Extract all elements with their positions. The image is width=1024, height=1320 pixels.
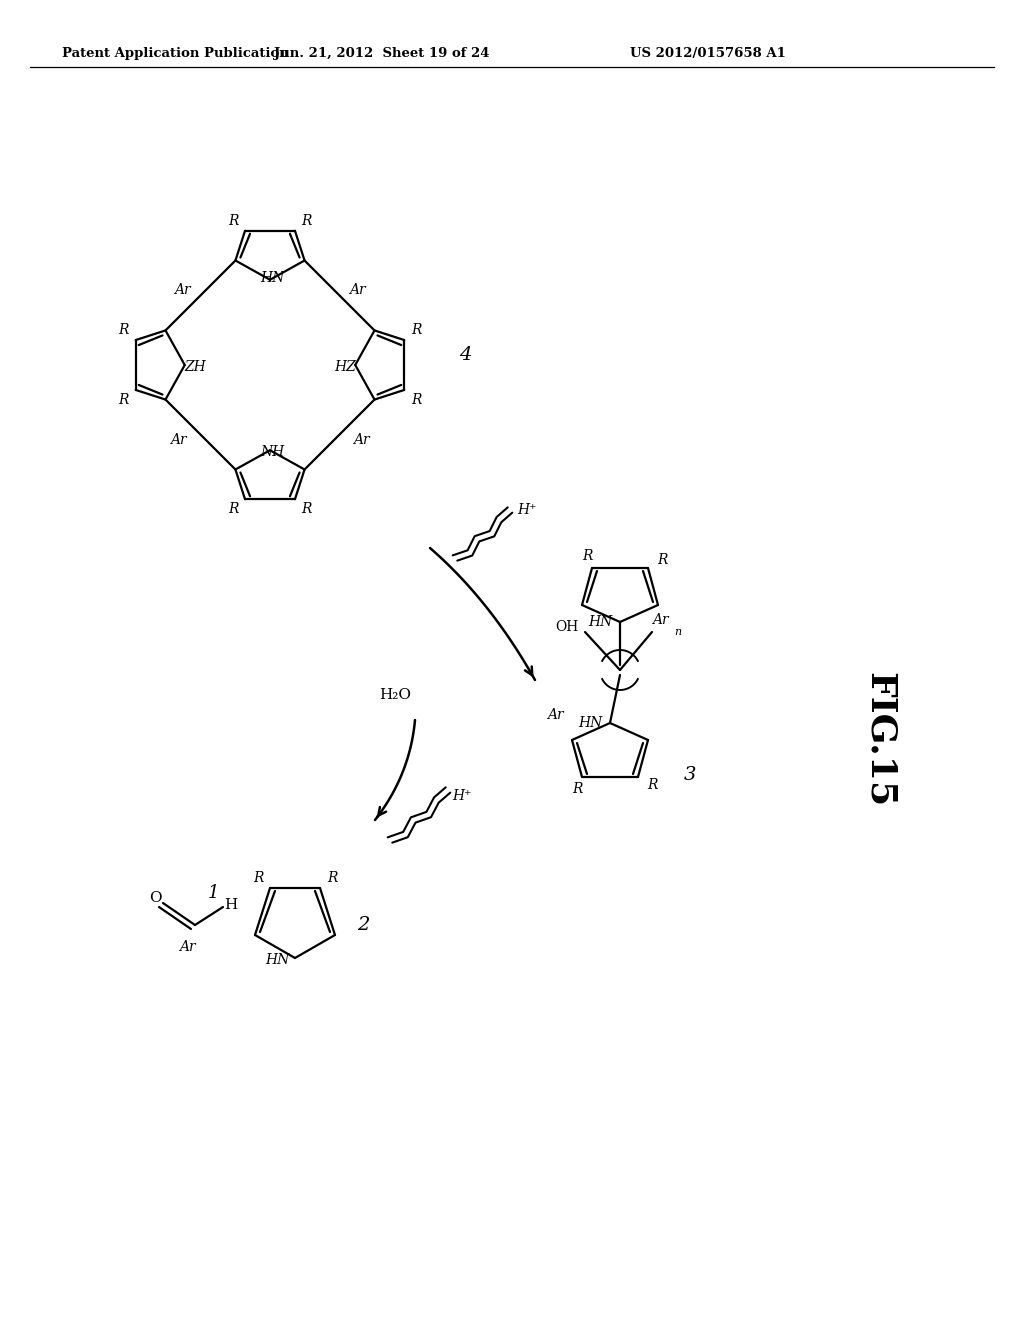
Text: R: R [571,781,583,796]
Text: HN: HN [588,615,612,630]
Text: H: H [224,898,238,912]
Text: R: R [647,777,657,792]
Text: R: R [582,549,592,564]
Text: Ar: Ar [170,433,186,446]
Text: R: R [253,871,263,884]
Text: Ar: Ar [349,284,366,297]
Text: R: R [656,553,668,568]
Text: ZH: ZH [184,360,206,374]
Text: R: R [327,871,337,884]
Text: OH: OH [555,620,579,634]
Text: R: R [411,323,422,337]
Text: NH: NH [260,445,284,459]
Text: n: n [674,627,681,638]
Text: HN: HN [260,271,284,285]
Text: H⁺: H⁺ [453,789,472,803]
Text: R: R [411,393,422,407]
Text: Ar: Ar [174,284,190,297]
Text: R: R [302,502,312,516]
Text: Ar: Ar [178,940,196,954]
Text: Ar: Ar [651,612,669,627]
Text: R: R [227,214,239,228]
Text: R: R [227,502,239,516]
Text: FIG.15: FIG.15 [863,672,897,808]
Text: O: O [148,891,162,906]
Text: 4: 4 [459,346,471,364]
Text: R: R [119,323,129,337]
Text: 1: 1 [207,884,219,902]
Text: HN: HN [578,715,602,730]
Text: 2: 2 [356,916,370,935]
Text: Patent Application Publication: Patent Application Publication [62,46,289,59]
Text: HZ: HZ [335,360,356,374]
Text: R: R [119,393,129,407]
Text: H₂O: H₂O [379,688,411,702]
Text: Ar: Ar [547,708,563,722]
Text: US 2012/0157658 A1: US 2012/0157658 A1 [630,46,785,59]
Text: Ar: Ar [353,433,370,446]
Text: R: R [302,214,312,228]
Text: Jun. 21, 2012  Sheet 19 of 24: Jun. 21, 2012 Sheet 19 of 24 [274,46,489,59]
Text: HN: HN [265,953,289,968]
Text: H⁺: H⁺ [517,503,537,517]
Text: 3: 3 [684,766,696,784]
